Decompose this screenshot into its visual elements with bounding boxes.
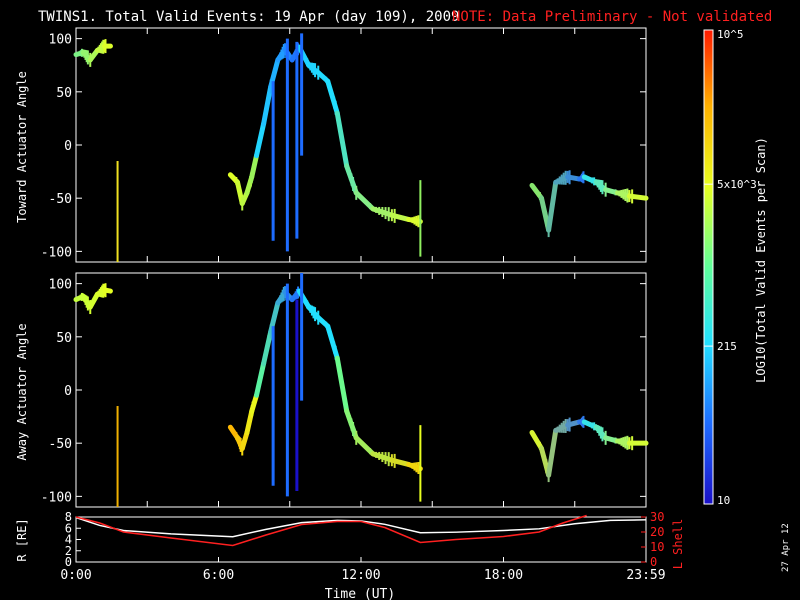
y-tick-label-right: 10 [650,540,664,554]
colorbar-tick-label: 10 [717,494,730,507]
x-tick-label: 18:00 [484,568,523,583]
colorbar-label: LOG10(Total Valid Events per Scan) [754,137,768,383]
y-tick-label: 6 [65,521,72,535]
y-tick-label: 0 [65,555,72,569]
plot-frame [75,27,647,263]
lshell-line [75,514,587,547]
x-tick-label: 0:00 [60,568,91,583]
colorbar-tick-label: 215 [717,340,737,353]
x-tick-label: 6:00 [203,568,234,583]
y-tick-label: 8 [65,510,72,524]
y-tick-label: 50 [56,86,72,101]
chart-title: TWINS1. Total Valid Events: 19 Apr (day … [38,9,459,25]
y-tick-label: 100 [49,278,72,293]
toward-angle-ylabel: Toward Actuator Angle [15,71,29,223]
y-tick-label: 100 [49,33,72,48]
y-tick-label: -50 [49,437,72,452]
y-tick-label: -50 [49,192,72,207]
y-tick-label-right: 30 [650,510,664,524]
away-angle-panel: -100 -50 0 50 100 [41,272,649,508]
y-tick-label: 0 [64,139,72,154]
y-tick-label: -100 [41,245,72,260]
colorbar [703,29,714,505]
y-tick-label-right: 20 [650,525,664,539]
plot-frame [75,272,647,508]
colorbar-tick-label: 5x10^3 [717,178,757,191]
away-angle-ylabel: Away Actuator Angle [15,323,29,460]
x-tick-label: 23:59 [626,568,665,583]
y-tick-label: 2 [65,544,72,558]
colorbar-tick-label: 10^5 [717,28,744,41]
orbit-lshell-ylabel: L Shell [671,519,685,570]
colorbar-ticks: 10 215 5x10^3 10^5 [704,28,757,507]
x-tick-label: 12:00 [341,568,380,583]
y-tick-label: -100 [41,490,72,505]
orbit-r-ylabel: R [RE] [15,518,29,561]
y-tick-label: 50 [56,331,72,346]
y-tick-label: 4 [65,533,72,547]
chart-note: NOTE: Data Preliminary - Not validated [452,9,772,25]
toward-angle-panel: -100 -50 0 50 100 [41,27,649,263]
y-tick-label-right: 0 [650,555,657,569]
radius-line [75,516,647,538]
date-stamp: 27 Apr 12 [781,523,791,572]
time-xlabel: Time (UT) [325,587,395,600]
y-tick-label: 0 [64,384,72,399]
